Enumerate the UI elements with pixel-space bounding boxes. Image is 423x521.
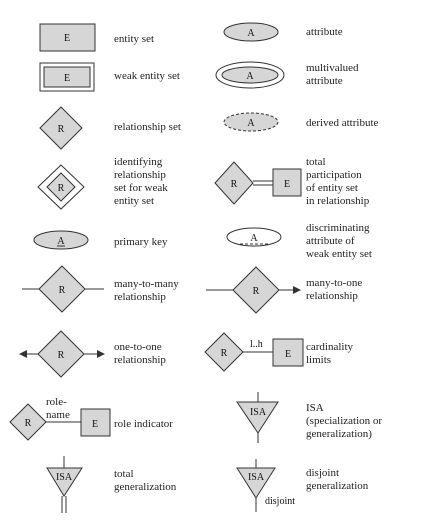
entity-set-label: entity set [114,33,155,45]
svg-text:R: R [221,348,228,359]
svg-text:ISA: ISA [250,407,267,418]
svg-text:R: R [25,418,32,429]
svg-text:ISA: ISA [56,472,73,483]
cardinality-limits-text: l..h [250,339,263,350]
svg-text:R: R [59,285,66,296]
svg-text:A: A [57,236,65,247]
role-indicator-label: role indicator [114,418,173,430]
multivalued-attribute-label: multivalued attribute [306,62,359,87]
role-name-label: role- name [46,396,70,421]
relationship-set-symbol: R [39,106,83,150]
svg-text:A: A [250,233,258,244]
cardinality-limits-symbol: R E l..h [204,332,304,372]
weak-entity-set-symbol: E [39,62,95,92]
total-participation-label: total participation of entity set in rel… [306,156,370,207]
one-to-one-symbol: R [19,330,105,378]
primary-key-label: primary key [114,236,168,248]
disjoint-generalization-symbol: ISA disjoint [236,459,295,512]
derived-attribute-symbol: A [223,112,279,132]
multivalued-attribute-symbol: A [215,61,285,89]
svg-text:R: R [231,179,238,190]
svg-text:E: E [284,179,290,190]
total-participation-symbol: R E [214,161,302,205]
svg-text:R: R [58,350,65,361]
many-to-one-label: many-to-one relationship [306,277,363,302]
entity-set-symbol: E [39,23,96,52]
attribute-symbol: A [223,22,279,42]
svg-text:ISA: ISA [248,472,265,483]
svg-text:R: R [253,286,260,297]
identifying-relationship-set-label: identifying relationship set for weak en… [114,156,168,207]
one-to-one-label: one-to-one relationship [114,341,166,366]
isa-symbol: ISA [236,392,279,443]
total-generalization-label: total generalization [114,468,177,493]
many-to-many-label: many-to-many relationship [114,278,179,303]
discriminating-attribute-label: discriminating attribute of weak entity … [306,222,372,260]
discriminating-attribute-symbol: A [226,227,282,247]
svg-text:R: R [58,124,65,135]
svg-text:A: A [246,71,254,82]
svg-text:A: A [247,28,255,39]
role-indicator-symbol: R E [9,403,111,441]
total-generalization-symbol: ISA [46,456,83,513]
isa-label: ISA (specialization or generalization) [306,402,383,440]
primary-key-symbol: A [33,230,89,250]
derived-attribute-label: derived attribute [306,117,379,129]
svg-text:E: E [64,33,70,44]
disjoint-generalization-label: disjoint generalization [306,467,369,492]
attribute-label: attribute [306,26,343,38]
svg-text:E: E [64,73,70,84]
many-to-one-symbol: R [206,266,301,314]
weak-entity-set-label: weak entity set [114,70,180,82]
svg-text:R: R [58,183,65,194]
identifying-relationship-set-symbol: R [37,164,85,210]
disjoint-tag: disjoint [265,496,295,507]
svg-text:E: E [92,419,98,430]
cardinality-limits-label: cardinality limits [306,341,354,366]
relationship-set-label: relationship set [114,121,181,133]
svg-text:E: E [285,349,291,360]
many-to-many-symbol: R [22,265,104,313]
svg-text:A: A [247,118,255,129]
